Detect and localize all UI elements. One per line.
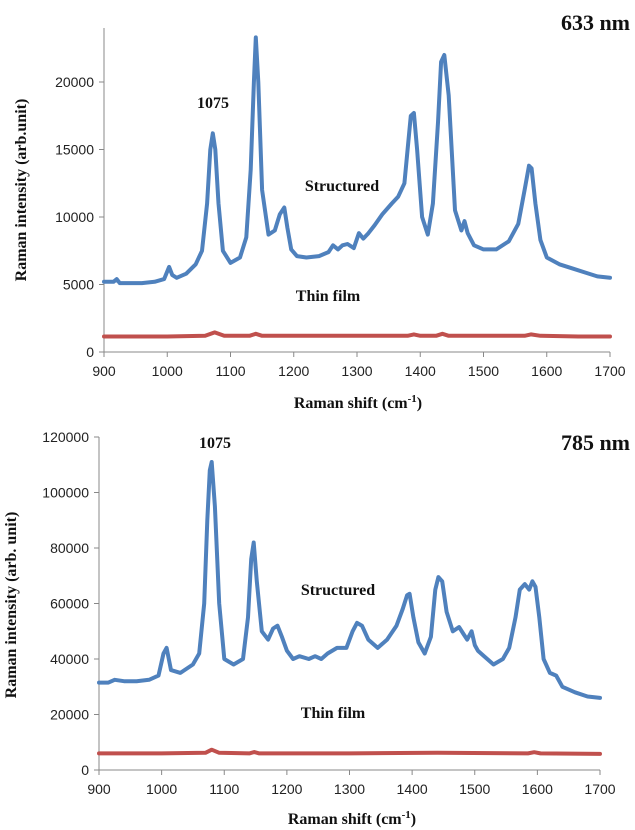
structured-label: Structured [301, 582, 375, 599]
x-axis-title-superscript: -1 [408, 393, 417, 405]
series-line-thin-film [102, 330, 612, 339]
x-axis-title-text: Raman shift (cm [288, 811, 402, 828]
x-tick-label: 1400 [397, 781, 428, 797]
chart-633nm: 900 1000 1100 1200 1300 1400 1500 1600 1700 0 500… [13, 10, 630, 412]
series-line-structured [97, 460, 602, 700]
y-axis: 0 5000 10000 15000 20000 [55, 28, 105, 360]
x-tick-label: 1300 [341, 363, 372, 379]
series-lines [102, 35, 612, 339]
x-tick-label: 1700 [584, 781, 615, 797]
x-tick-label: 1500 [468, 363, 499, 379]
x-tick-label: 900 [92, 363, 116, 379]
structured-label: Structured [305, 178, 379, 195]
x-tick-label: 900 [87, 781, 111, 797]
series-line-structured [102, 35, 612, 286]
x-tick-label: 1000 [146, 781, 177, 797]
x-tick-label: 1000 [152, 363, 183, 379]
x-tick-label: 1200 [271, 781, 302, 797]
series-line-thin-film [97, 747, 602, 756]
x-tick-label: 1600 [522, 781, 553, 797]
y-tick-label: 0 [86, 344, 94, 360]
thin-film-label: Thin film [296, 288, 361, 305]
y-tick-label: 120000 [42, 429, 89, 445]
y-tick-label: 0 [81, 762, 89, 778]
series-lines [97, 460, 602, 756]
x-axis-title-superscript: -1 [402, 809, 411, 821]
y-tick-label: 5000 [63, 277, 94, 293]
x-axis-title-text: Raman shift (cm [294, 395, 408, 412]
y-tick-label: 20000 [55, 74, 94, 90]
thin-film-label: Thin film [301, 705, 366, 722]
x-axis: 900 1000 1100 1200 1300 1400 1500 1600 1700 [87, 769, 616, 797]
x-axis: 900 1000 1100 1200 1300 1400 1500 1600 1700 [92, 351, 626, 379]
y-axis-title: Raman intensity (arb. unit) [3, 512, 20, 699]
x-axis-title-end: ) [417, 395, 422, 412]
y-tick-label: 20000 [50, 707, 89, 723]
chart-785nm: 900 1000 1100 1200 1300 1400 1500 1600 1700 0 200… [3, 429, 630, 828]
y-tick-label: 15000 [55, 142, 94, 158]
y-tick-label: 10000 [55, 209, 94, 225]
panel-title: 785 nm [561, 430, 630, 455]
panel-title: 633 nm [561, 10, 630, 35]
y-tick-label: 80000 [50, 540, 89, 556]
y-tick-label: 100000 [42, 485, 89, 501]
y-axis: 0 20000 40000 60000 80000 100000 120000 [42, 429, 100, 778]
y-tick-label: 40000 [50, 651, 89, 667]
x-axis-title: Raman shift (cm-1) [288, 809, 416, 828]
peak-label: 1075 [197, 95, 229, 112]
x-axis-title-end: ) [411, 811, 416, 828]
x-tick-label: 1400 [405, 363, 436, 379]
y-axis-title: Raman intensity (arb.unit) [13, 99, 30, 282]
y-tick-label: 60000 [50, 596, 89, 612]
x-tick-label: 1300 [334, 781, 365, 797]
x-tick-label: 1200 [278, 363, 309, 379]
x-axis-title: Raman shift (cm-1) [294, 393, 422, 412]
x-tick-label: 1700 [594, 363, 625, 379]
x-tick-label: 1500 [459, 781, 490, 797]
x-tick-label: 1600 [531, 363, 562, 379]
x-tick-label: 1100 [215, 363, 245, 379]
peak-label: 1075 [199, 435, 231, 452]
x-tick-label: 1100 [209, 781, 239, 797]
